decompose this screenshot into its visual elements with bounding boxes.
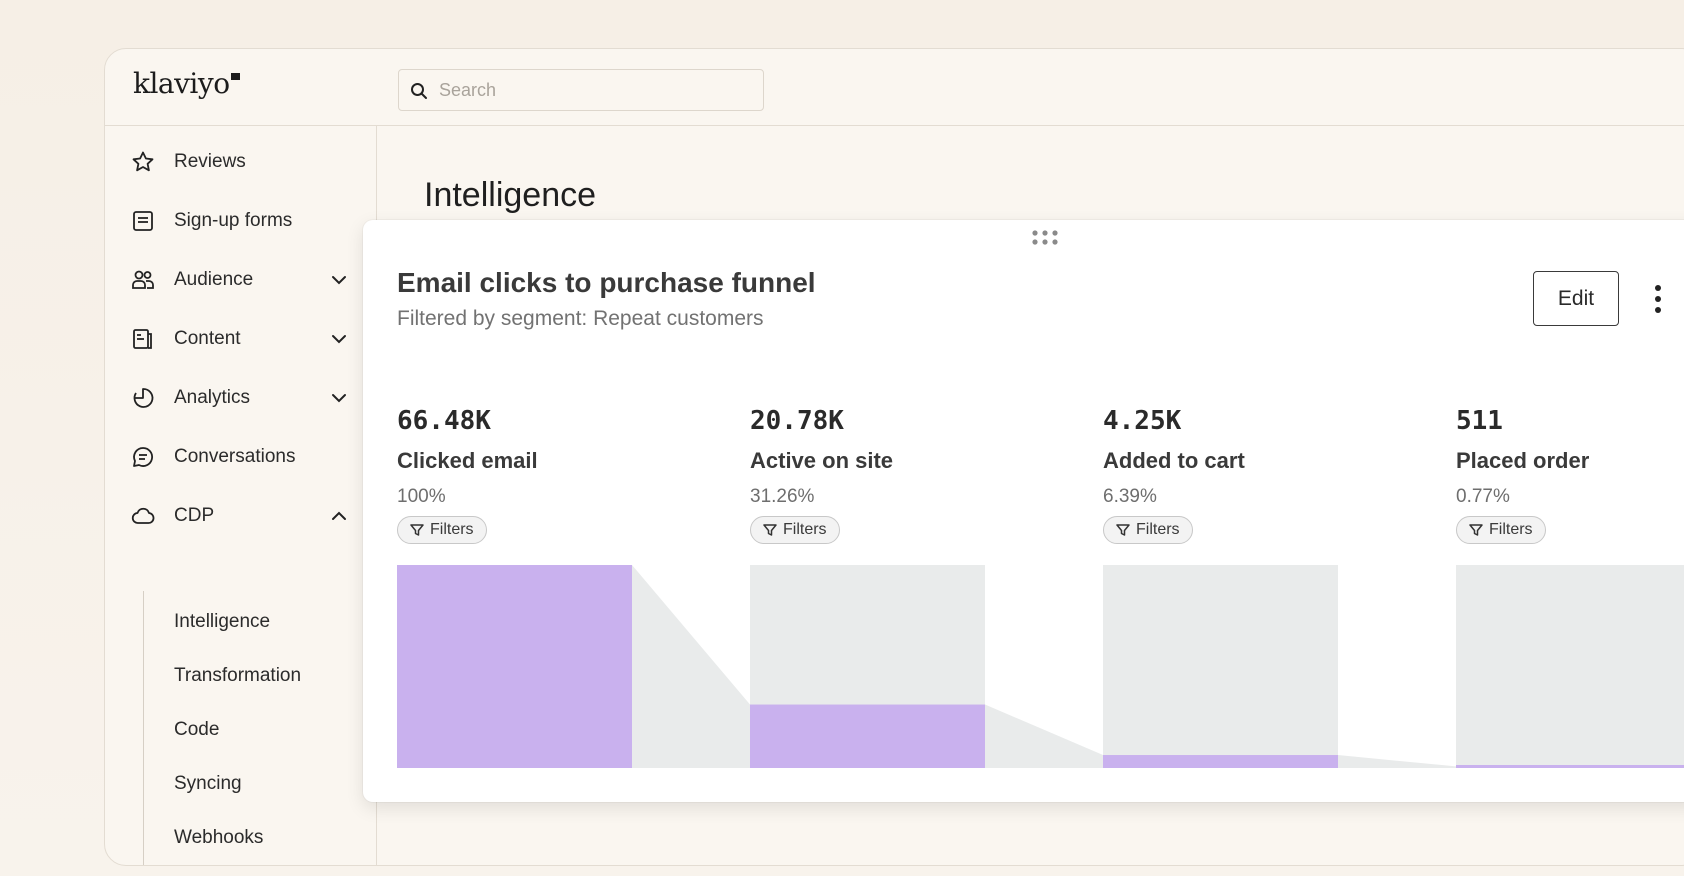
sidebar-item-cdp[interactable]: CDP	[105, 494, 377, 538]
funnel-bar[interactable]	[397, 565, 632, 768]
sidebar-subitem-syncing[interactable]: Syncing	[174, 773, 242, 794]
sidebar: Reviews Sign-up forms Audience Content A…	[105, 126, 377, 865]
edit-button[interactable]: Edit	[1533, 271, 1619, 326]
sidebar-subitem-webhooks[interactable]: Webhooks	[174, 827, 264, 848]
form-icon	[133, 211, 153, 231]
step-name: Active on site	[750, 448, 894, 473]
step-name: Placed order	[1456, 448, 1590, 473]
step-percentage: 100%	[397, 486, 446, 507]
sidebar-subitem-intelligence[interactable]: Intelligence	[174, 611, 271, 632]
people-icon	[132, 270, 154, 289]
filter-icon	[1469, 524, 1483, 536]
filters-label: Filters	[1136, 521, 1180, 538]
filters-label: Filters	[783, 521, 827, 538]
sidebar-item-label: CDP	[174, 505, 215, 526]
page-title: Intelligence	[424, 176, 597, 214]
funnel-bar-track	[1103, 565, 1338, 768]
sidebar-item-label: Reviews	[174, 151, 246, 172]
step-percentage: 6.39%	[1103, 486, 1157, 507]
klaviyo-logo[interactable]: klaviyo	[133, 67, 240, 100]
step-count: 511	[1456, 406, 1503, 436]
step-percentage: 31.26%	[750, 486, 815, 507]
filters-label: Filters	[430, 521, 474, 538]
chevron-down-icon[interactable]	[329, 388, 349, 408]
funnel-bar[interactable]	[750, 704, 985, 768]
sidebar-subitem-transformation[interactable]: Transformation	[174, 665, 302, 686]
sidebar-item-reviews[interactable]: Reviews	[105, 140, 377, 184]
star-icon	[132, 151, 154, 172]
top-bar: klaviyo	[105, 49, 1684, 126]
card-title: Email clicks to purchase funnel	[397, 267, 816, 298]
sidebar-item-label: Sign-up forms	[174, 210, 293, 231]
funnel-bar[interactable]	[1456, 765, 1684, 768]
funnel-connector	[632, 565, 750, 768]
chevron-down-icon[interactable]	[329, 329, 349, 349]
sidebar-item-content[interactable]: Content	[105, 317, 377, 361]
funnel-step: 4.25K Added to cart 6.39% Filters	[1103, 406, 1403, 544]
sidebar-subitem-code[interactable]: Code	[174, 719, 220, 740]
funnel-card: Email clicks to purchase funnel Filtered…	[363, 220, 1684, 802]
chat-icon	[133, 447, 154, 467]
step-count: 4.25K	[1103, 406, 1182, 436]
funnel-bar-track	[1456, 565, 1684, 768]
filters-button[interactable]: Filters	[750, 516, 840, 544]
more-options-icon[interactable]	[1653, 284, 1663, 314]
filter-icon	[1116, 524, 1130, 536]
chevron-down-icon[interactable]	[329, 270, 349, 290]
sidebar-item-label: Conversations	[174, 446, 296, 467]
funnel-step: 511 Placed order 0.77% Filters	[1456, 406, 1684, 544]
filters-button[interactable]: Filters	[1456, 516, 1546, 544]
chevron-up-icon[interactable]	[329, 506, 349, 526]
filters-label: Filters	[1489, 521, 1533, 538]
submenu-divider	[143, 591, 144, 865]
analytics-icon	[133, 388, 154, 408]
step-count: 66.48K	[397, 406, 491, 436]
funnel-bar[interactable]	[1103, 755, 1338, 768]
funnel-connector	[985, 704, 1103, 768]
funnel-step: 20.78K Active on site 31.26% Filters	[750, 406, 1050, 544]
sidebar-item-audience[interactable]: Audience	[105, 258, 377, 302]
funnel-chart	[397, 565, 1684, 768]
step-count: 20.78K	[750, 406, 844, 436]
sidebar-item-analytics[interactable]: Analytics	[105, 376, 377, 420]
sidebar-item-label: Audience	[174, 269, 254, 290]
search-box[interactable]	[398, 69, 764, 111]
drag-handle-icon[interactable]	[1031, 229, 1059, 247]
main-content: Intelligence	[378, 126, 1684, 865]
funnel-connector	[1338, 755, 1456, 768]
sidebar-item-conversations[interactable]: Conversations	[105, 435, 377, 479]
step-name: Clicked email	[397, 448, 538, 473]
step-percentage: 0.77%	[1456, 486, 1510, 507]
filters-button[interactable]: Filters	[397, 516, 487, 544]
funnel-step: 66.48K Clicked email 100% Filters	[397, 406, 697, 544]
step-name: Added to cart	[1103, 448, 1245, 473]
cloud-icon	[131, 507, 155, 524]
sidebar-item-label: Content	[174, 328, 241, 349]
filters-button[interactable]: Filters	[1103, 516, 1193, 544]
sidebar-item-signup-forms[interactable]: Sign-up forms	[105, 199, 377, 243]
search-input[interactable]	[439, 78, 739, 102]
card-subtitle: Filtered by segment: Repeat customers	[397, 307, 764, 330]
filter-icon	[410, 524, 424, 536]
sidebar-item-label: Analytics	[174, 387, 251, 408]
filter-icon	[763, 524, 777, 536]
content-icon	[133, 329, 152, 349]
search-icon	[411, 83, 427, 99]
